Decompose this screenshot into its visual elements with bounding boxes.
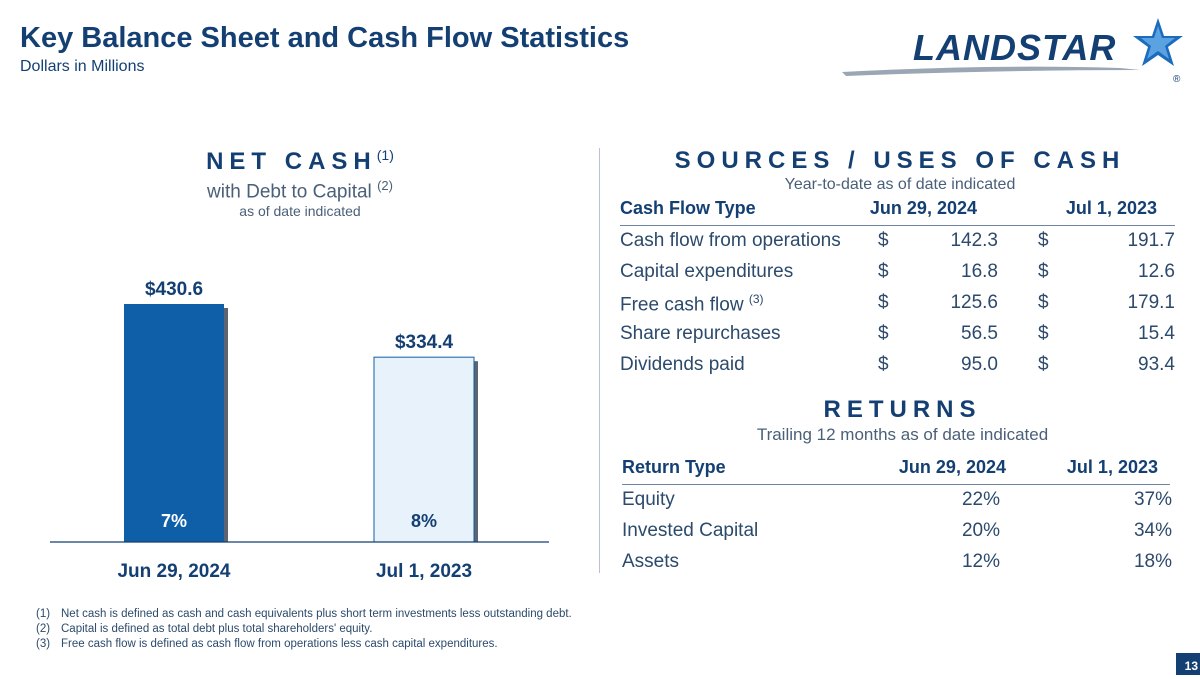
footnote-text: Free cash flow is defined as cash flow f… [61, 638, 498, 650]
col-header-jul-1-2023: Jul 1, 2023 [1066, 457, 1158, 477]
debt-capital-footnote-ref: (2) [377, 178, 393, 193]
value-jun-29-2024: 56.5 [961, 323, 998, 344]
debt-to-capital-label: 7% [161, 511, 187, 531]
row-label-text: Free cash flow [620, 294, 744, 316]
currency-symbol: $ [1038, 323, 1049, 344]
net-cash-subheading-text: with Debt to Capital [207, 181, 372, 203]
star-icon [1133, 18, 1183, 66]
footnote-number: (2) [36, 623, 51, 635]
row-label-text: Capital expenditures [620, 261, 794, 282]
table-row: Invested Capital 20% 34% [622, 520, 1174, 548]
currency-symbol: $ [878, 354, 889, 375]
returns-header-row: Return Type Jun 29, 2024 Jul 1, 2023 [622, 457, 1174, 485]
value-jul-1-2023: 18% [1133, 551, 1172, 572]
value-jul-1-2023: 12.6 [1138, 261, 1175, 282]
net-cash-date-note: as of date indicated [239, 203, 361, 219]
value-jun-29-2024: 142.3 [950, 230, 998, 251]
currency-symbol: $ [1038, 354, 1049, 375]
registered-mark: ® [1173, 74, 1181, 85]
row-label: Cash flow from operations [620, 230, 841, 252]
page-title: Key Balance Sheet and Cash Flow Statisti… [20, 22, 630, 54]
sources-uses-heading: SOURCES / USES OF CASH [674, 147, 1126, 174]
currency-symbol: $ [1038, 292, 1049, 313]
row-label-text: Cash flow from operations [620, 230, 841, 251]
footnote-text: Capital is defined as total debt plus to… [61, 623, 373, 635]
row-label: Assets [622, 551, 680, 572]
col-header-return-type: Return Type [622, 457, 726, 477]
value-jun-29-2024: 16.8 [961, 261, 998, 282]
value-jul-1-2023: 179.1 [1127, 292, 1175, 313]
section-divider [599, 148, 600, 573]
footnote-number: (1) [36, 608, 51, 620]
row-label: Equity [622, 489, 675, 510]
table-row: Capital expenditures $16.8 $12.6 [620, 261, 1175, 289]
row-label: Capital expenditures [620, 261, 793, 283]
table-row: Cash flow from operations $142.3 $191.7 [620, 230, 1175, 258]
row-label: Share repurchases [620, 323, 781, 345]
footnote-number: (3) [36, 638, 51, 650]
bar [124, 304, 224, 542]
table-row: Free cash flow (3) $125.6 $179.1 [620, 292, 1175, 320]
net-cash-heading-text: NET CASH [206, 148, 377, 175]
currency-symbol: $ [878, 323, 889, 344]
sources-uses-note: Year-to-date as of date indicated [784, 176, 1016, 193]
value-jul-1-2023: 37% [1133, 489, 1172, 510]
value-jun-29-2024: 20% [961, 520, 1000, 541]
logo-swoosh [842, 66, 1140, 76]
table-row: Assets 12% 18% [622, 551, 1174, 579]
row-label-text: Dividends paid [620, 354, 745, 375]
category-label: Jun 29, 2024 [117, 561, 230, 582]
returns-heading: RETURNS [823, 396, 982, 423]
value-jun-29-2024: 12% [961, 551, 1000, 572]
col-header-jun-29-2024: Jun 29, 2024 [898, 457, 1006, 477]
currency-symbol: $ [1038, 230, 1049, 251]
returns-table: Return Type Jun 29, 2024 Jul 1, 2023 Equ… [622, 457, 1174, 582]
bar [373, 356, 475, 543]
value-jul-1-2023: 191.7 [1127, 230, 1175, 251]
col-header-jun-29-2024: Jun 29, 2024 [869, 198, 977, 218]
value-jul-1-2023: 15.4 [1138, 323, 1175, 344]
col-header-cash-flow-type: Cash Flow Type [620, 198, 756, 218]
value-jul-1-2023: 34% [1133, 520, 1172, 541]
table-row: Share repurchases $56.5 $15.4 [620, 323, 1175, 351]
col-header-jul-1-2023: Jul 1, 2023 [1065, 198, 1157, 218]
row-label-text: Share repurchases [620, 323, 781, 344]
row-label: Invested Capital [622, 520, 759, 541]
footnote: (3) Free cash flow is defined as cash flo… [36, 637, 572, 652]
value-jul-1-2023: 93.4 [1138, 354, 1175, 375]
currency-symbol: $ [878, 261, 889, 282]
bar-value-label: $334.4 [395, 332, 454, 353]
row-footnote-ref: (3) [748, 292, 764, 306]
footnote: (2) Capital is defined as total debt plus… [36, 622, 572, 637]
landstar-logo: LANDSTAR ® [842, 18, 1183, 85]
net-cash-subheading: with Debt to Capital (2) [0, 178, 600, 203]
net-cash-footnote-ref: (1) [376, 147, 394, 163]
value-jun-29-2024: 125.6 [950, 292, 998, 313]
returns-note: Trailing 12 months as of date indicated [756, 425, 1049, 444]
sources-uses-table: Cash Flow Type Jun 29, 2024 Jul 1, 2023 … [620, 198, 1175, 383]
footnote-text: Net cash is defined as cash and cash equ… [61, 608, 572, 620]
footnote: (1) Net cash is defined as cash and cash … [36, 607, 572, 622]
page-subtitle: Dollars in Millions [20, 58, 145, 75]
value-jun-29-2024: 22% [961, 489, 1000, 510]
currency-symbol: $ [1038, 261, 1049, 282]
footnotes: (1) Net cash is defined as cash and cash … [36, 607, 572, 652]
header-rule [620, 225, 1175, 226]
row-label: Free cash flow (3) [620, 292, 764, 316]
net-cash-bar-chart: $430.6 7% Jun 29, 2024 $334.4 8% Jul 1, 2023 [50, 279, 549, 582]
table-row: Equity 22% 37% [622, 489, 1174, 517]
bar-value-label: $430.6 [145, 279, 203, 300]
header-rule [622, 484, 1170, 485]
page-number: 13 [1176, 653, 1200, 675]
value-jun-29-2024: 95.0 [961, 354, 998, 375]
logo-wordmark: LANDSTAR [913, 27, 1116, 68]
row-label: Dividends paid [620, 354, 745, 376]
debt-to-capital-label: 8% [411, 511, 437, 531]
currency-symbol: $ [878, 230, 889, 251]
currency-symbol: $ [878, 292, 889, 313]
sources-uses-header-row: Cash Flow Type Jun 29, 2024 Jul 1, 2023 [620, 198, 1175, 226]
category-label: Jul 1, 2023 [376, 561, 472, 582]
net-cash-heading: NET CASH(1) [0, 147, 600, 176]
table-row: Dividends paid $95.0 $93.4 [620, 354, 1175, 382]
